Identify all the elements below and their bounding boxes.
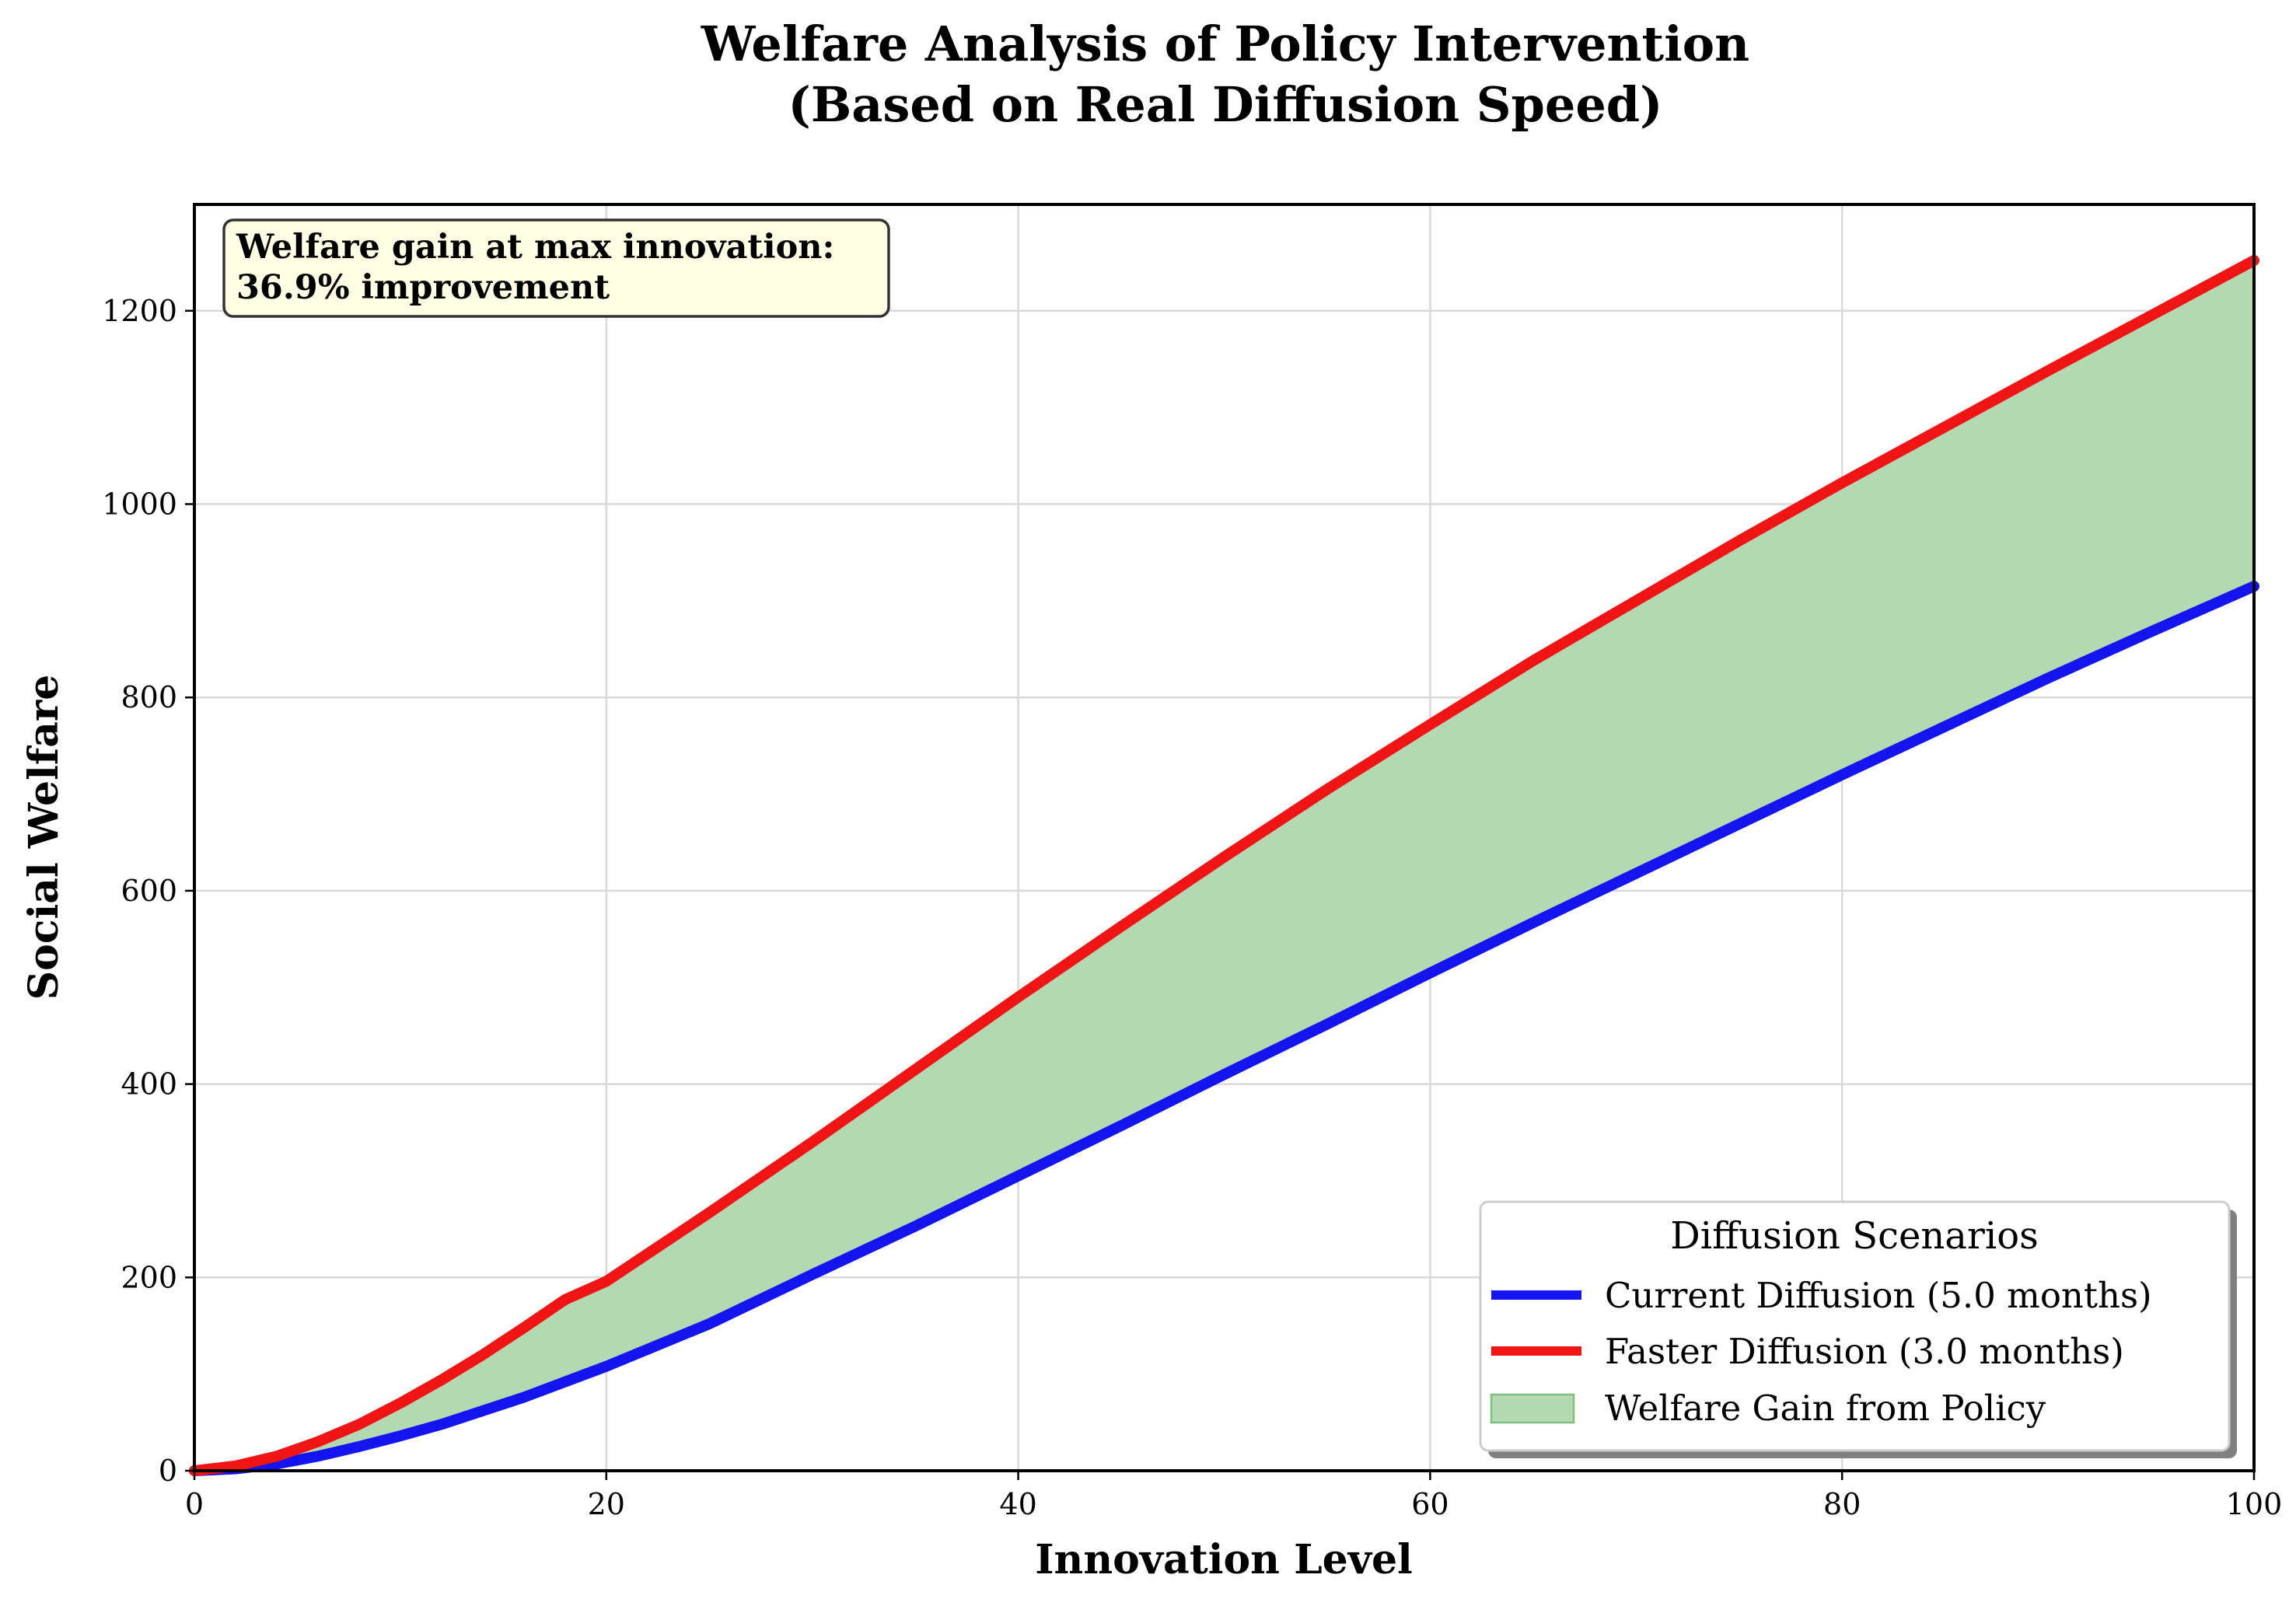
series-line-faster (189, 255, 2259, 1476)
welfare-gain-area (194, 260, 2254, 1472)
y-tick-label: 800 (121, 680, 177, 714)
annotation-line-1: Welfare gain at max innovation: (236, 228, 834, 267)
x-tick-label: 0 (185, 1487, 204, 1521)
legend: Diffusion Scenarios Current Diffusion (5… (1479, 1200, 2237, 1458)
series-line-current (189, 581, 2259, 1476)
y-tick-label: 0 (159, 1454, 177, 1488)
x-tick-label: 40 (999, 1487, 1036, 1521)
plot-area (189, 255, 2259, 1476)
x-tick-label: 80 (1823, 1487, 1861, 1521)
legend-label-faster: Faster Diffusion (3.0 months) (1605, 1331, 2124, 1372)
x-tick-label: 100 (2226, 1487, 2283, 1521)
y-tick-label: 200 (121, 1260, 177, 1294)
legend-label-current: Current Diffusion (5.0 months) (1605, 1275, 2152, 1316)
y-tick-label: 600 (121, 874, 177, 908)
legend-label-welfare-gain: Welfare Gain from Policy (1605, 1388, 2046, 1429)
plot-frame (193, 203, 2256, 1472)
annotation-box: Welfare gain at max innovation: 36.9% im… (222, 218, 890, 318)
annotation-line-2: 36.9% improvement (236, 268, 610, 307)
x-tick-label: 60 (1411, 1487, 1449, 1521)
legend-swatch-welfare-gain (1490, 1393, 1575, 1424)
legend-title: Diffusion Scenarios (1670, 1214, 2038, 1258)
chart-subtitle: (Based on Real Diffusion Speed) (788, 76, 1663, 133)
chart-title: Welfare Analysis of Policy Intervention (701, 16, 1749, 72)
legend-box (1479, 1200, 2231, 1452)
x-tick-label: 20 (588, 1487, 625, 1521)
y-tick-label: 1000 (102, 487, 177, 521)
x-axis-label: Innovation Level (1035, 1536, 1413, 1583)
y-axis-label: Social Welfare (20, 675, 68, 1000)
y-tick-label: 1200 (102, 294, 177, 328)
y-tick-label: 400 (121, 1067, 177, 1101)
